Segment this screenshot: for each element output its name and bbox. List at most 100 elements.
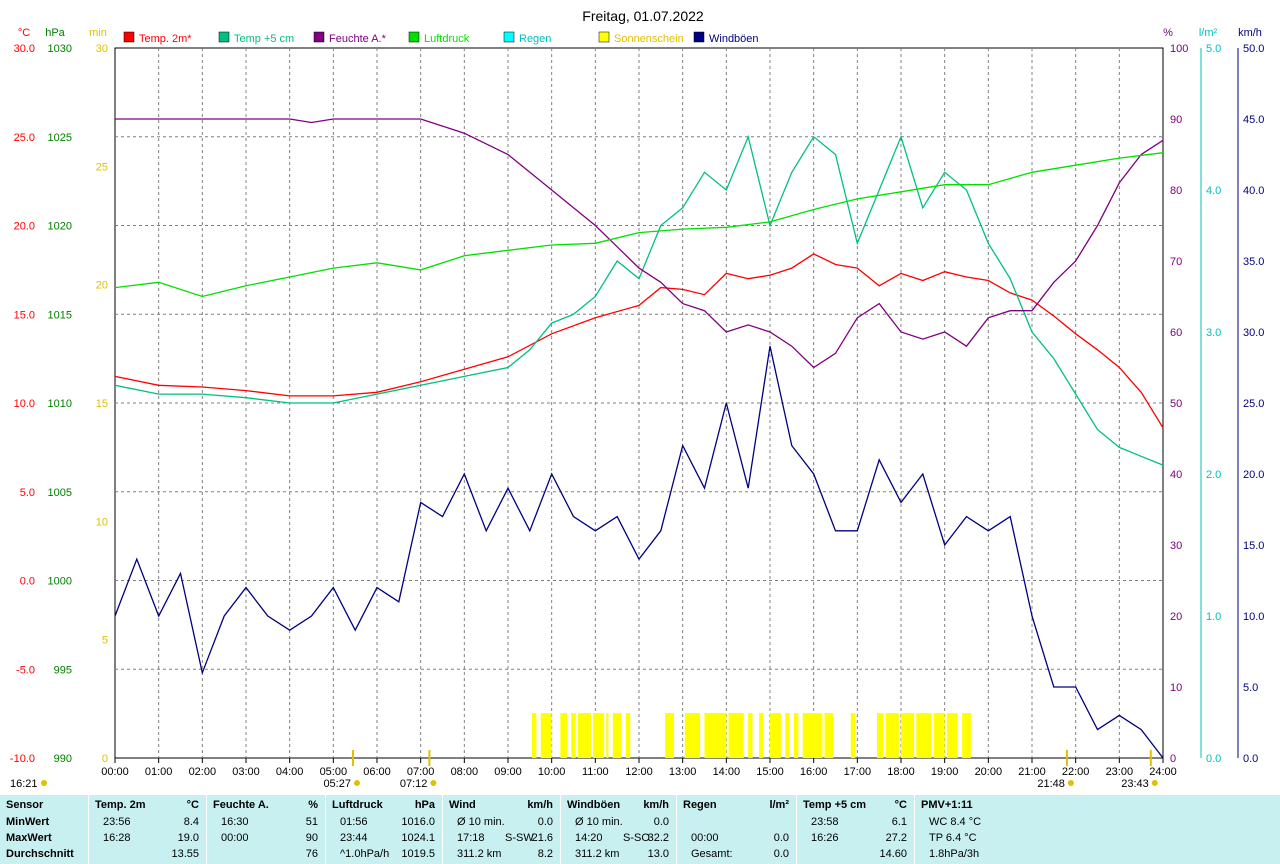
- table-row: Ø 10 min. 0.0: [443, 814, 561, 830]
- cell-value: 14.60: [879, 848, 907, 860]
- series-lines: [114, 118, 1164, 759]
- table-column: Temp +5 cm °C 23:58 6.1 16:26 27.2 14.60: [796, 795, 915, 864]
- table-header-unit: km/h: [527, 799, 553, 811]
- table-row: Gesamt: 0.0: [677, 846, 797, 862]
- table-header-title: Windböen: [567, 799, 621, 811]
- cell-value: 13.55: [171, 848, 199, 860]
- tick-label-wind: 50.0: [1243, 43, 1264, 55]
- x-tick-label: 03:00: [232, 766, 260, 778]
- table-header: PMV+1:11: [915, 797, 1035, 813]
- x-tick-label: 13:00: [669, 766, 697, 778]
- sunshine-bar: [901, 713, 915, 758]
- tick-label-pressure: 995: [54, 664, 72, 676]
- x-tick-label: 07:00: [407, 766, 435, 778]
- table-row: 17:18 S-SW 21.6: [443, 830, 561, 846]
- table-header: Regen l/m²: [677, 797, 797, 813]
- tick-label-temp: 20.0: [14, 221, 35, 233]
- table-header-title: PMV+1:11: [921, 799, 973, 811]
- cell-label: 311.2 km: [575, 848, 620, 860]
- table-row: ^1.0hPa/h 1019.5: [326, 846, 443, 862]
- table-column: Luftdruck hPa 01:56 1016.0 23:44 1024.1 ^1.0hP…: [325, 795, 443, 864]
- x-tick-label: 18:00: [887, 766, 915, 778]
- tick-label-rain: 3.0: [1206, 327, 1221, 339]
- corner-sun-icon: [41, 780, 47, 786]
- table-column: Temp. 2m °C 23:56 8.4 16:28 19.0 13.55: [88, 795, 207, 864]
- table-column: Feuchte A.% 16:30 51 00:00 90 76: [206, 795, 326, 864]
- table-row: 23:58 6.1: [797, 814, 915, 830]
- table-header-unit: l/m²: [769, 799, 789, 811]
- tick-label-humidity: 50: [1170, 398, 1182, 410]
- table-row: TP 6.4 °C: [915, 830, 1035, 846]
- tick-label-wind: 35.0: [1243, 256, 1264, 268]
- table-row: Ø 10 min. 0.0: [561, 814, 677, 830]
- axis-unit-temp: °C: [18, 27, 30, 39]
- tick-label-pressure: 1025: [48, 132, 72, 144]
- x-tick-label: 02:00: [189, 766, 217, 778]
- tick-label-wind: 30.0: [1243, 327, 1264, 339]
- axis-unit-pressure: hPa: [45, 27, 65, 39]
- tick-label-humidity: 80: [1170, 185, 1182, 197]
- marker-sun-icon: [430, 780, 437, 786]
- grid: [114, 47, 1164, 759]
- tick-label-sun: 20: [96, 280, 108, 292]
- tick-label-rain: 1.0: [1206, 611, 1221, 623]
- x-tick-label: 16:00: [800, 766, 828, 778]
- legend-swatch: [218, 31, 230, 43]
- table-row: 13.55: [89, 846, 207, 862]
- x-tick-label: 10:00: [538, 766, 566, 778]
- marker-label: 05:27: [323, 778, 351, 790]
- cell-value: 32.2: [647, 832, 669, 844]
- table-row: 311.2 km 8.2: [443, 846, 561, 862]
- tick-label-pressure: 1000: [48, 576, 72, 588]
- cell-value: 27.2: [885, 832, 907, 844]
- tick-label-temp: 5.0: [20, 487, 35, 499]
- legend-label: Windböen: [709, 33, 759, 45]
- x-tick-label: 22:00: [1062, 766, 1090, 778]
- cell-value: 21.6: [531, 832, 553, 844]
- tick-label-humidity: 40: [1170, 469, 1182, 481]
- cell-label: ^1.0hPa/h: [340, 848, 390, 860]
- cell-label: 16:26: [811, 832, 839, 844]
- table-row: 16:26 27.2: [797, 830, 915, 846]
- table-header-title: Temp. 2m: [95, 799, 146, 811]
- sunshine-bar: [933, 713, 945, 758]
- legend-label: Regen: [519, 33, 551, 45]
- tick-label-humidity: 10: [1170, 682, 1182, 694]
- tick-label-humidity: 70: [1170, 256, 1182, 268]
- tick-label-sun: 5: [102, 635, 108, 647]
- axis-unit-rain: l/m²: [1199, 27, 1218, 39]
- cell-label: 00:00: [221, 832, 249, 844]
- tick-label-pressure: 990: [54, 753, 72, 765]
- cell-value: 8.4: [183, 816, 199, 828]
- tick-label-temp: 15.0: [14, 309, 35, 321]
- table-column: Windböen km/h Ø 10 min. 0.0 14:20 S-SO 32.2 311…: [560, 795, 677, 864]
- sunshine-bar: [770, 713, 781, 758]
- x-tick-label: 21:00: [1018, 766, 1046, 778]
- sunshine-bar: [962, 713, 971, 758]
- table-row: WC 8.4 °C: [915, 814, 1035, 830]
- tick-label-pressure: 1015: [48, 309, 72, 321]
- table-row: 16:30 51: [207, 814, 326, 830]
- legend-swatch: [313, 31, 325, 43]
- cell-value: 19.0: [177, 832, 199, 844]
- sunshine-bar: [885, 713, 899, 758]
- table-row: 14.60: [797, 846, 915, 862]
- legend-label: Sonnenschein: [614, 33, 684, 45]
- table-row: 1.8hPa/3h: [915, 846, 1035, 862]
- cell-label: 1.8hPa/3h: [929, 848, 980, 860]
- cell-label: 16:28: [103, 832, 131, 844]
- tick-label-temp: 10.0: [14, 398, 35, 410]
- cell-label: TP 6.4 °C: [929, 832, 977, 844]
- table-header-title: Wind: [449, 799, 476, 811]
- tick-label-rain: 0.0: [1206, 753, 1221, 765]
- tick-label-humidity: 20: [1170, 611, 1182, 623]
- sunshine-bars: [532, 713, 971, 758]
- sunshine-bar: [824, 713, 834, 758]
- series-line-temp-5-cm: [114, 134, 1164, 466]
- tick-label-pressure: 1010: [48, 398, 72, 410]
- cell-value: 76: [305, 848, 318, 860]
- sunshine-bar: [759, 713, 764, 758]
- x-tick-label: 20:00: [975, 766, 1003, 778]
- cell-value: 0.0: [773, 832, 789, 844]
- table-header-title: Regen: [683, 799, 717, 811]
